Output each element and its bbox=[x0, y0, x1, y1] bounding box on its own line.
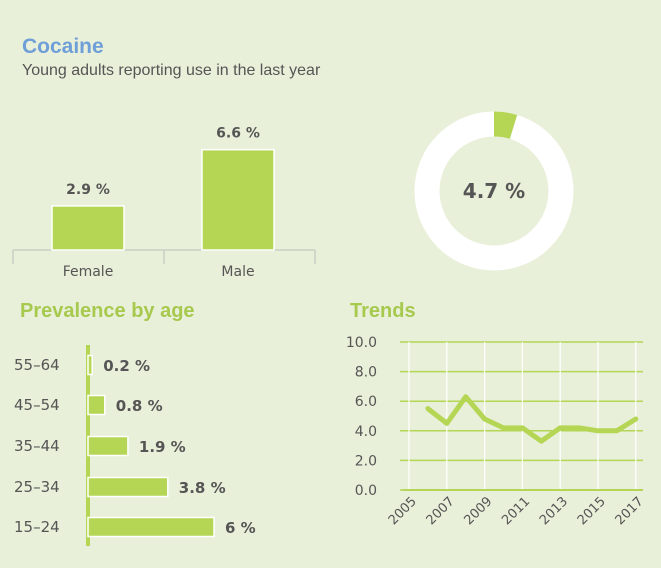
gender-value-label: 2.9 % bbox=[66, 182, 110, 198]
trends-x-tick-label: 2013 bbox=[537, 494, 571, 528]
donut-slice bbox=[493, 111, 518, 139]
age-section-title: Prevalence by age bbox=[20, 300, 195, 322]
age-category-label: 15–24 bbox=[14, 518, 60, 536]
gender-category-label: Female bbox=[63, 264, 114, 280]
trends-x-tick-label: 2015 bbox=[575, 494, 609, 528]
age-bar bbox=[87, 516, 215, 538]
trends-y-tick-label: 6.0 bbox=[355, 394, 377, 410]
trends-y-tick-label: 2.0 bbox=[355, 453, 377, 469]
age-category-label: 55–64 bbox=[14, 356, 60, 374]
trends-y-tick-label: 0.0 bbox=[355, 483, 377, 499]
age-value-label: 3.8 % bbox=[179, 479, 226, 497]
age-value-label: 0.8 % bbox=[116, 397, 163, 415]
age-category-label: 25–34 bbox=[14, 478, 60, 496]
trends-series-line bbox=[425, 394, 639, 444]
donut-center-label: 4.7 % bbox=[463, 179, 525, 203]
page-title: Cocaine bbox=[22, 35, 104, 58]
trends-x-tick-label: 2005 bbox=[386, 494, 420, 528]
age-bar bbox=[87, 435, 129, 457]
age-bar bbox=[87, 354, 93, 376]
gender-value-label: 6.6 % bbox=[216, 126, 260, 142]
age-value-label: 6 % bbox=[225, 519, 256, 537]
page-subtitle: Young adults reporting use in the last y… bbox=[22, 62, 321, 79]
trends-x-tick-label: 2017 bbox=[613, 494, 647, 528]
trends-x-tick-label: 2007 bbox=[424, 494, 458, 528]
age-bar bbox=[87, 394, 106, 416]
age-category-label: 45–54 bbox=[14, 396, 60, 414]
gender-bar bbox=[201, 148, 275, 251]
trends-x-tick-label: 2009 bbox=[461, 494, 495, 528]
gender-bar bbox=[51, 205, 125, 251]
trends-y-tick-label: 4.0 bbox=[355, 424, 377, 440]
age-value-label: 0.2 % bbox=[103, 357, 150, 375]
trends-section-title: Trends bbox=[350, 300, 416, 322]
trends-y-tick-label: 10.0 bbox=[346, 335, 377, 351]
trends-x-tick-label: 2011 bbox=[499, 494, 533, 528]
age-bar bbox=[87, 476, 169, 498]
age-value-label: 1.9 % bbox=[139, 438, 186, 456]
trends-y-tick-label: 8.0 bbox=[355, 365, 377, 381]
age-category-label: 35–44 bbox=[14, 437, 60, 455]
gender-category-label: Male bbox=[221, 264, 254, 280]
